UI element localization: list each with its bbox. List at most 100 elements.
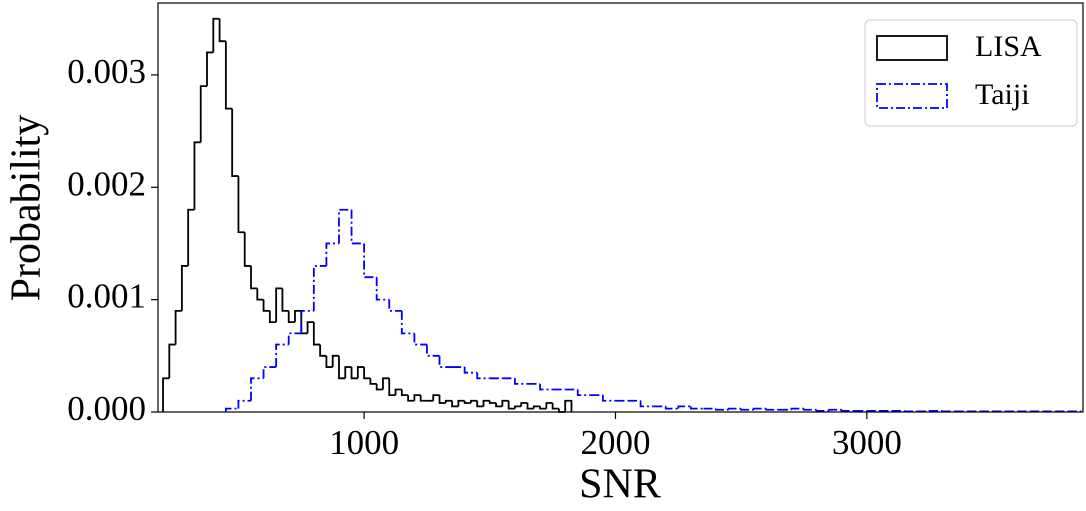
- y-tick-label: 0.000: [67, 389, 146, 428]
- legend-label: Taiji: [975, 78, 1030, 111]
- histogram-step: [457, 399, 465, 407]
- histogram-step: [639, 400, 654, 408]
- histogram-step: [224, 41, 233, 110]
- histogram-step: [275, 287, 283, 323]
- histogram-step: [903, 410, 918, 413]
- histogram-step: [551, 403, 559, 410]
- histogram-step: [476, 372, 490, 380]
- histogram-step: [419, 395, 427, 402]
- histogram-step: [470, 399, 478, 404]
- histogram-step: [576, 389, 591, 397]
- histogram-step: [507, 400, 515, 410]
- histogram-step: [482, 399, 490, 407]
- histogram-step: [256, 288, 264, 301]
- histogram-step: [539, 383, 553, 391]
- histogram-step: [275, 343, 289, 368]
- histogram-step: [545, 402, 553, 409]
- histogram-step: [325, 242, 339, 266]
- histogram-step: [250, 377, 264, 401]
- histogram-step: [199, 85, 208, 143]
- x-tick-label: 1000: [329, 423, 399, 462]
- histogram-step: [331, 354, 339, 368]
- histogram-step: [193, 141, 201, 210]
- histogram-step: [413, 333, 427, 346]
- histogram-step: [218, 18, 226, 43]
- histogram-step: [312, 265, 327, 311]
- histogram-step: [363, 367, 371, 380]
- x-axis-label: SNR: [579, 462, 661, 508]
- legend-box: [864, 19, 1078, 127]
- y-tick-label: 0.001: [67, 277, 146, 316]
- histogram-step: [520, 402, 528, 407]
- histogram-step: [752, 407, 767, 410]
- histogram-step: [501, 399, 509, 407]
- legend-swatch: [876, 35, 948, 61]
- histogram-step: [363, 243, 377, 279]
- histogram-step: [476, 400, 484, 408]
- y-tick-label: 0.002: [67, 164, 146, 203]
- histogram-step: [426, 344, 440, 357]
- histogram-step: [438, 355, 453, 368]
- histogram-step: [727, 407, 742, 410]
- histogram-step: [828, 408, 842, 411]
- histogram-step: [382, 377, 390, 390]
- histogram-step: [306, 321, 314, 334]
- histogram-step: [407, 395, 415, 402]
- histogram-step: [369, 378, 377, 385]
- legend-label: LISA: [975, 30, 1042, 63]
- plot-frame: [157, 2, 1084, 413]
- histogram-step: [350, 367, 358, 380]
- histogram-step: [174, 309, 182, 345]
- histogram-step: [319, 344, 327, 357]
- histogram-step: [268, 310, 277, 324]
- histogram-step: [375, 277, 390, 301]
- histogram-step: [212, 17, 220, 53]
- histogram-step: [180, 265, 189, 311]
- histogram-step: [162, 377, 170, 412]
- histogram-step: [312, 322, 321, 346]
- histogram-step: [463, 400, 471, 404]
- histogram-step: [300, 309, 314, 334]
- histogram-step: [532, 405, 541, 409]
- histogram-step: [400, 310, 415, 335]
- histogram-step: [526, 403, 534, 410]
- histogram-step: [237, 176, 245, 234]
- histogram-step: [338, 355, 346, 380]
- histogram-step: [344, 366, 352, 379]
- histogram-step: [375, 383, 383, 391]
- histogram-step: [815, 409, 830, 412]
- histogram-step: [250, 265, 258, 290]
- histogram-step: [206, 51, 214, 87]
- histogram-step: [350, 209, 365, 245]
- x-tick-label: 3000: [832, 423, 902, 462]
- histogram-step: [677, 405, 691, 409]
- histogram-step: [294, 309, 302, 323]
- histogram-step: [790, 407, 804, 410]
- y-axis-label: Probability: [4, 115, 50, 302]
- histogram-step: [224, 407, 239, 412]
- histogram-step: [413, 394, 421, 401]
- series-0: [162, 17, 573, 413]
- histogram-step: [495, 403, 503, 408]
- histogram-step: [564, 399, 573, 412]
- histogram-step: [262, 299, 270, 312]
- histogram-step: [300, 310, 308, 335]
- histogram-step: [514, 405, 522, 409]
- histogram-step: [715, 408, 729, 411]
- histogram-step: [287, 310, 295, 324]
- x-tick-label: 2000: [580, 423, 650, 462]
- histogram-step: [237, 399, 252, 409]
- histogram-step: [388, 299, 402, 312]
- histogram-step: [689, 406, 704, 410]
- histogram-step: [451, 400, 459, 408]
- histogram-step: [338, 208, 352, 244]
- histogram-step: [840, 409, 855, 412]
- histogram-step: [432, 394, 440, 401]
- histogram-step: [664, 406, 679, 410]
- histogram-step: [488, 400, 497, 404]
- histogram-step: [444, 399, 453, 404]
- histogram-step: [539, 406, 547, 410]
- histogram-step: [400, 389, 409, 397]
- histogram-step: [941, 410, 955, 413]
